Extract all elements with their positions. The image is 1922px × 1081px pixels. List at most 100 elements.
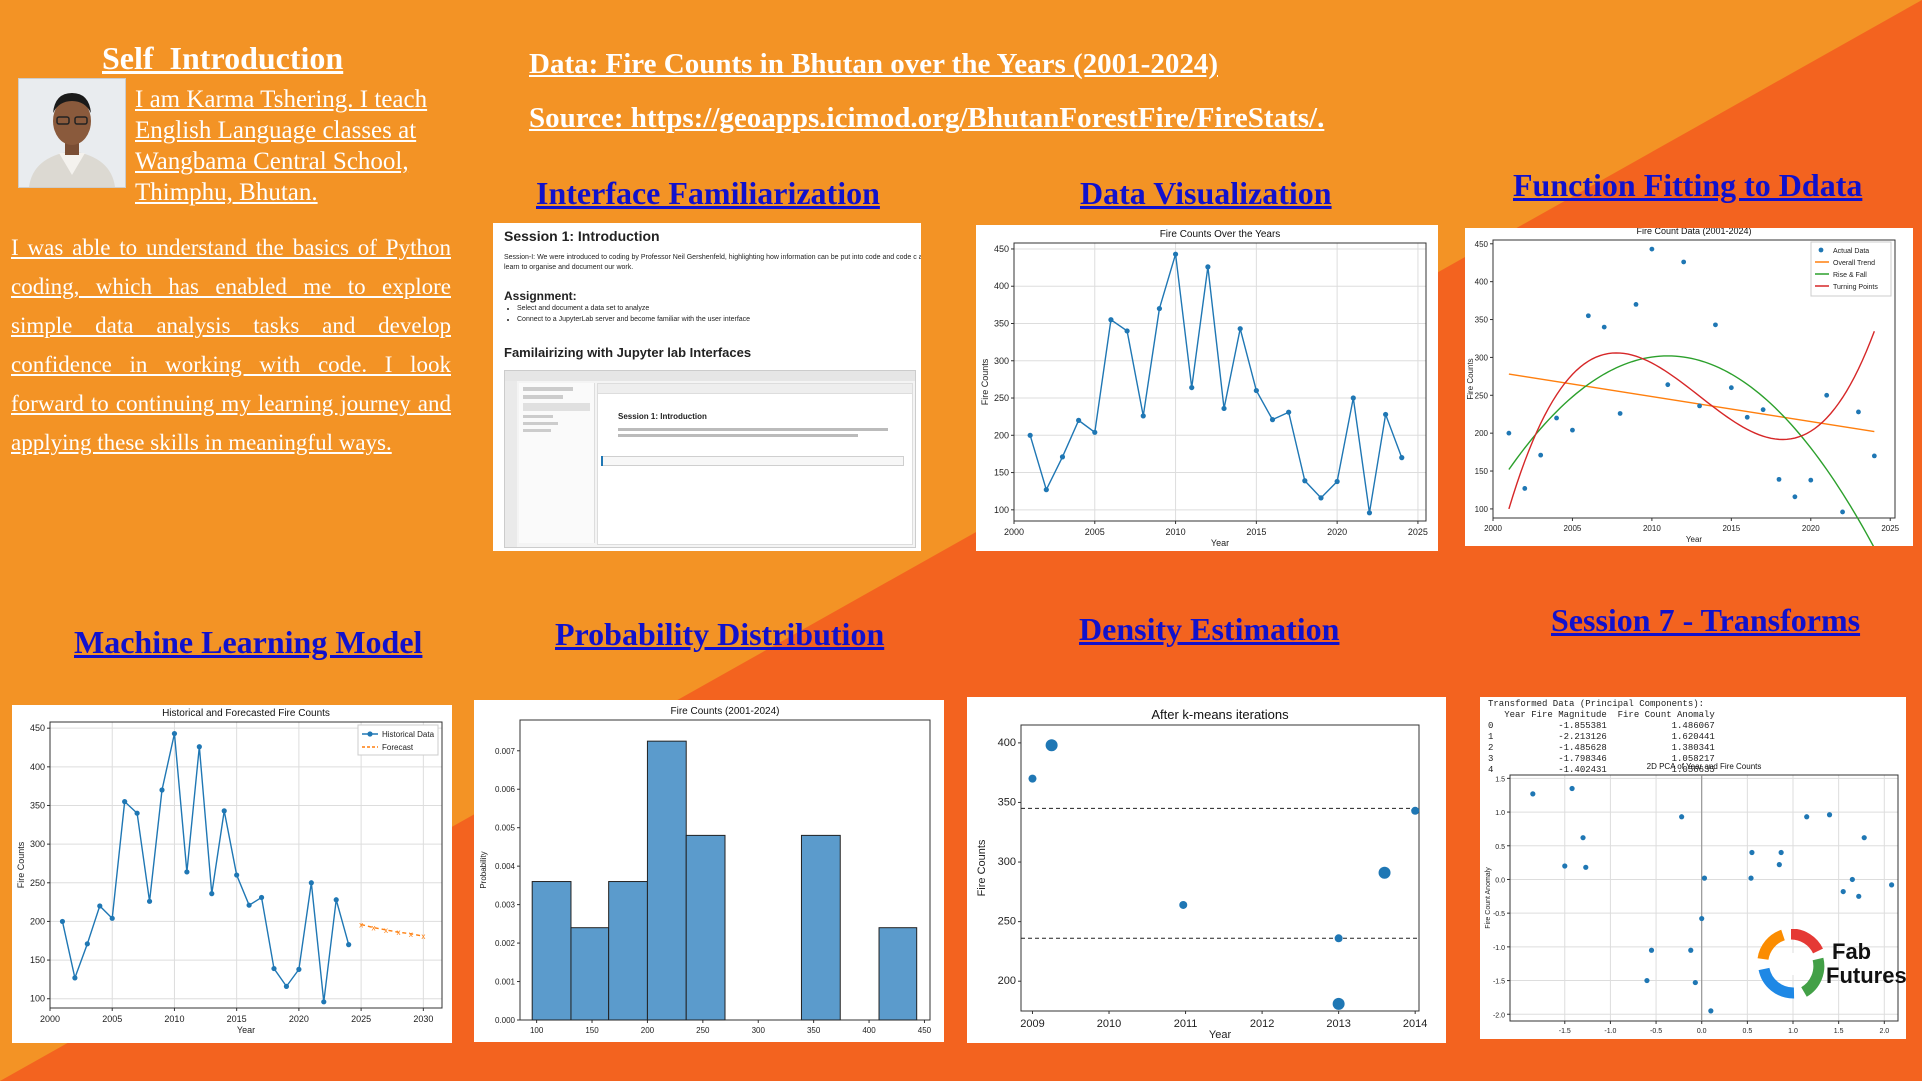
data-point <box>1808 477 1814 483</box>
data-point <box>1179 900 1188 909</box>
data-point <box>1253 387 1259 394</box>
x-tick-label: 2025 <box>1408 527 1428 537</box>
x-tick-label: 2025 <box>1881 524 1899 533</box>
x-tick-label: 2009 <box>1020 1018 1044 1030</box>
y-axis-label: Probability <box>479 851 488 888</box>
x-tick-label: 2015 <box>1246 527 1266 537</box>
y-tick-label: 350 <box>998 796 1016 808</box>
legend-label: Overall Trend <box>1833 260 1875 267</box>
chart-title: Fire Counts Over the Years <box>1160 229 1281 240</box>
profile-photo <box>18 78 126 188</box>
data-point <box>1221 405 1227 412</box>
data-point <box>1269 417 1276 423</box>
data-point <box>1708 1008 1714 1014</box>
x-tick-label: 400 <box>862 1026 876 1035</box>
y-tick-label: 350 <box>1475 316 1489 325</box>
data-point <box>1776 862 1782 868</box>
jupyter-session-title: Session 1: Introduction <box>504 228 660 244</box>
y-tick-label: 450 <box>30 723 45 733</box>
heading-machine-learning[interactable]: Machine Learning Model <box>74 624 423 660</box>
x-tick-label: 2025 <box>351 1014 371 1024</box>
data-point <box>1562 863 1568 869</box>
pca-transformed-text: Transformed Data (Principal Components):… <box>1488 699 1715 775</box>
data-point <box>184 869 190 875</box>
data-point <box>1728 385 1734 391</box>
x-tick-label: 450 <box>918 1026 932 1035</box>
data-point <box>346 942 352 948</box>
data-point <box>1840 509 1845 515</box>
x-tick-label: 0.5 <box>1742 1028 1752 1035</box>
y-tick-label: 0.007 <box>495 747 516 756</box>
data-point <box>1665 382 1671 388</box>
heading-probability[interactable]: Probability Distribution <box>555 616 885 652</box>
jupyter-session-text: Session-I: We were introduced to coding … <box>504 254 921 271</box>
data-point <box>1028 774 1037 783</box>
data-point <box>1699 915 1705 922</box>
histogram-bar <box>646 740 687 1021</box>
y-tick-label: 450 <box>994 244 1009 254</box>
heading-transforms[interactable]: Session 7 - Transforms <box>1551 602 1861 638</box>
data-point <box>246 902 252 908</box>
panel-histogram: 100 150 200 250 300 350 400 450 0.000 0.001 0.002 0… <box>474 700 944 1042</box>
y-tick-label: 200 <box>998 975 1016 987</box>
legend-marker <box>367 731 373 737</box>
y-tick-label: 0.5 <box>1495 844 1505 851</box>
histogram-bar <box>608 881 648 1021</box>
forecast-marker: x <box>396 928 400 937</box>
data-point <box>271 965 277 972</box>
y-tick-label: 250 <box>998 916 1016 928</box>
x-tick-label: 2020 <box>1802 524 1820 533</box>
x-tick-label: 2005 <box>1085 527 1105 537</box>
y-tick-label: 0.000 <box>495 1016 516 1025</box>
jupyter-bullet: Connect to a JupyterLab server and becom… <box>517 314 750 325</box>
data-point <box>72 975 78 981</box>
data-point <box>1522 486 1528 491</box>
data-point <box>196 744 202 750</box>
data-point <box>1350 395 1356 401</box>
source-link[interactable]: Source: https://geoapps.icimod.org/Bhuta… <box>529 102 1325 134</box>
y-tick-label: 150 <box>30 955 45 965</box>
x-tick-label: 2010 <box>1097 1018 1121 1030</box>
chart-fire-counts-line: 2000 2005 2010 2015 2020 2025 100 150 200 250 300 3… <box>980 229 1428 548</box>
y-tick-label: 450 <box>1475 240 1489 249</box>
x-tick-label: 2010 <box>1643 524 1661 533</box>
data-point <box>1778 849 1784 856</box>
data-point <box>109 915 115 921</box>
data-point <box>1580 835 1586 841</box>
data-point <box>1776 476 1782 482</box>
heading-density[interactable]: Density Estimation <box>1079 611 1340 647</box>
y-tick-label: 100 <box>30 994 45 1004</box>
fab-label: Fab <box>1832 939 1872 964</box>
x-tick-label: 2020 <box>1327 527 1347 537</box>
data-point <box>1871 453 1877 459</box>
y-tick-label: 300 <box>30 839 45 849</box>
y-tick-label: 300 <box>994 356 1009 366</box>
data-point <box>1569 785 1575 792</box>
data-point <box>1506 430 1512 436</box>
data-point <box>1570 427 1575 433</box>
data-point <box>1744 414 1750 420</box>
y-tick-label: 100 <box>994 505 1009 515</box>
x-tick-label: 1.5 <box>1834 1028 1844 1035</box>
data-point <box>1697 403 1702 409</box>
data-point <box>134 810 140 816</box>
trend-line-turning-points <box>1508 330 1875 510</box>
heading-data-visualization[interactable]: Data Visualization <box>1080 175 1332 211</box>
chart-kmeans: 2009 2010 2011 2012 2013 2014 200 250 300 350 400 A… <box>976 707 1427 1041</box>
x-tick-label: 2000 <box>1004 527 1024 537</box>
x-tick-label: 2000 <box>40 1014 60 1024</box>
heading-function-fitting[interactable]: Function Fitting to Ddata <box>1513 167 1863 203</box>
data-point <box>1318 495 1324 501</box>
heading-interface-familiarization[interactable]: Interface Familiarization <box>536 175 880 211</box>
y-tick-label: 400 <box>998 737 1016 749</box>
data-point <box>321 999 327 1005</box>
data-point <box>1378 866 1391 879</box>
series-historical <box>61 733 350 1002</box>
plot-frame <box>1509 774 1899 1022</box>
histogram-bar <box>878 927 918 1021</box>
y-axis-label: Fire Counts <box>16 841 26 888</box>
y-tick-label: 0.0 <box>1495 877 1505 884</box>
data-point <box>308 880 314 886</box>
jupyter-assignment-heading: Assignment: <box>504 289 577 303</box>
forecast-marker: x <box>372 924 376 933</box>
